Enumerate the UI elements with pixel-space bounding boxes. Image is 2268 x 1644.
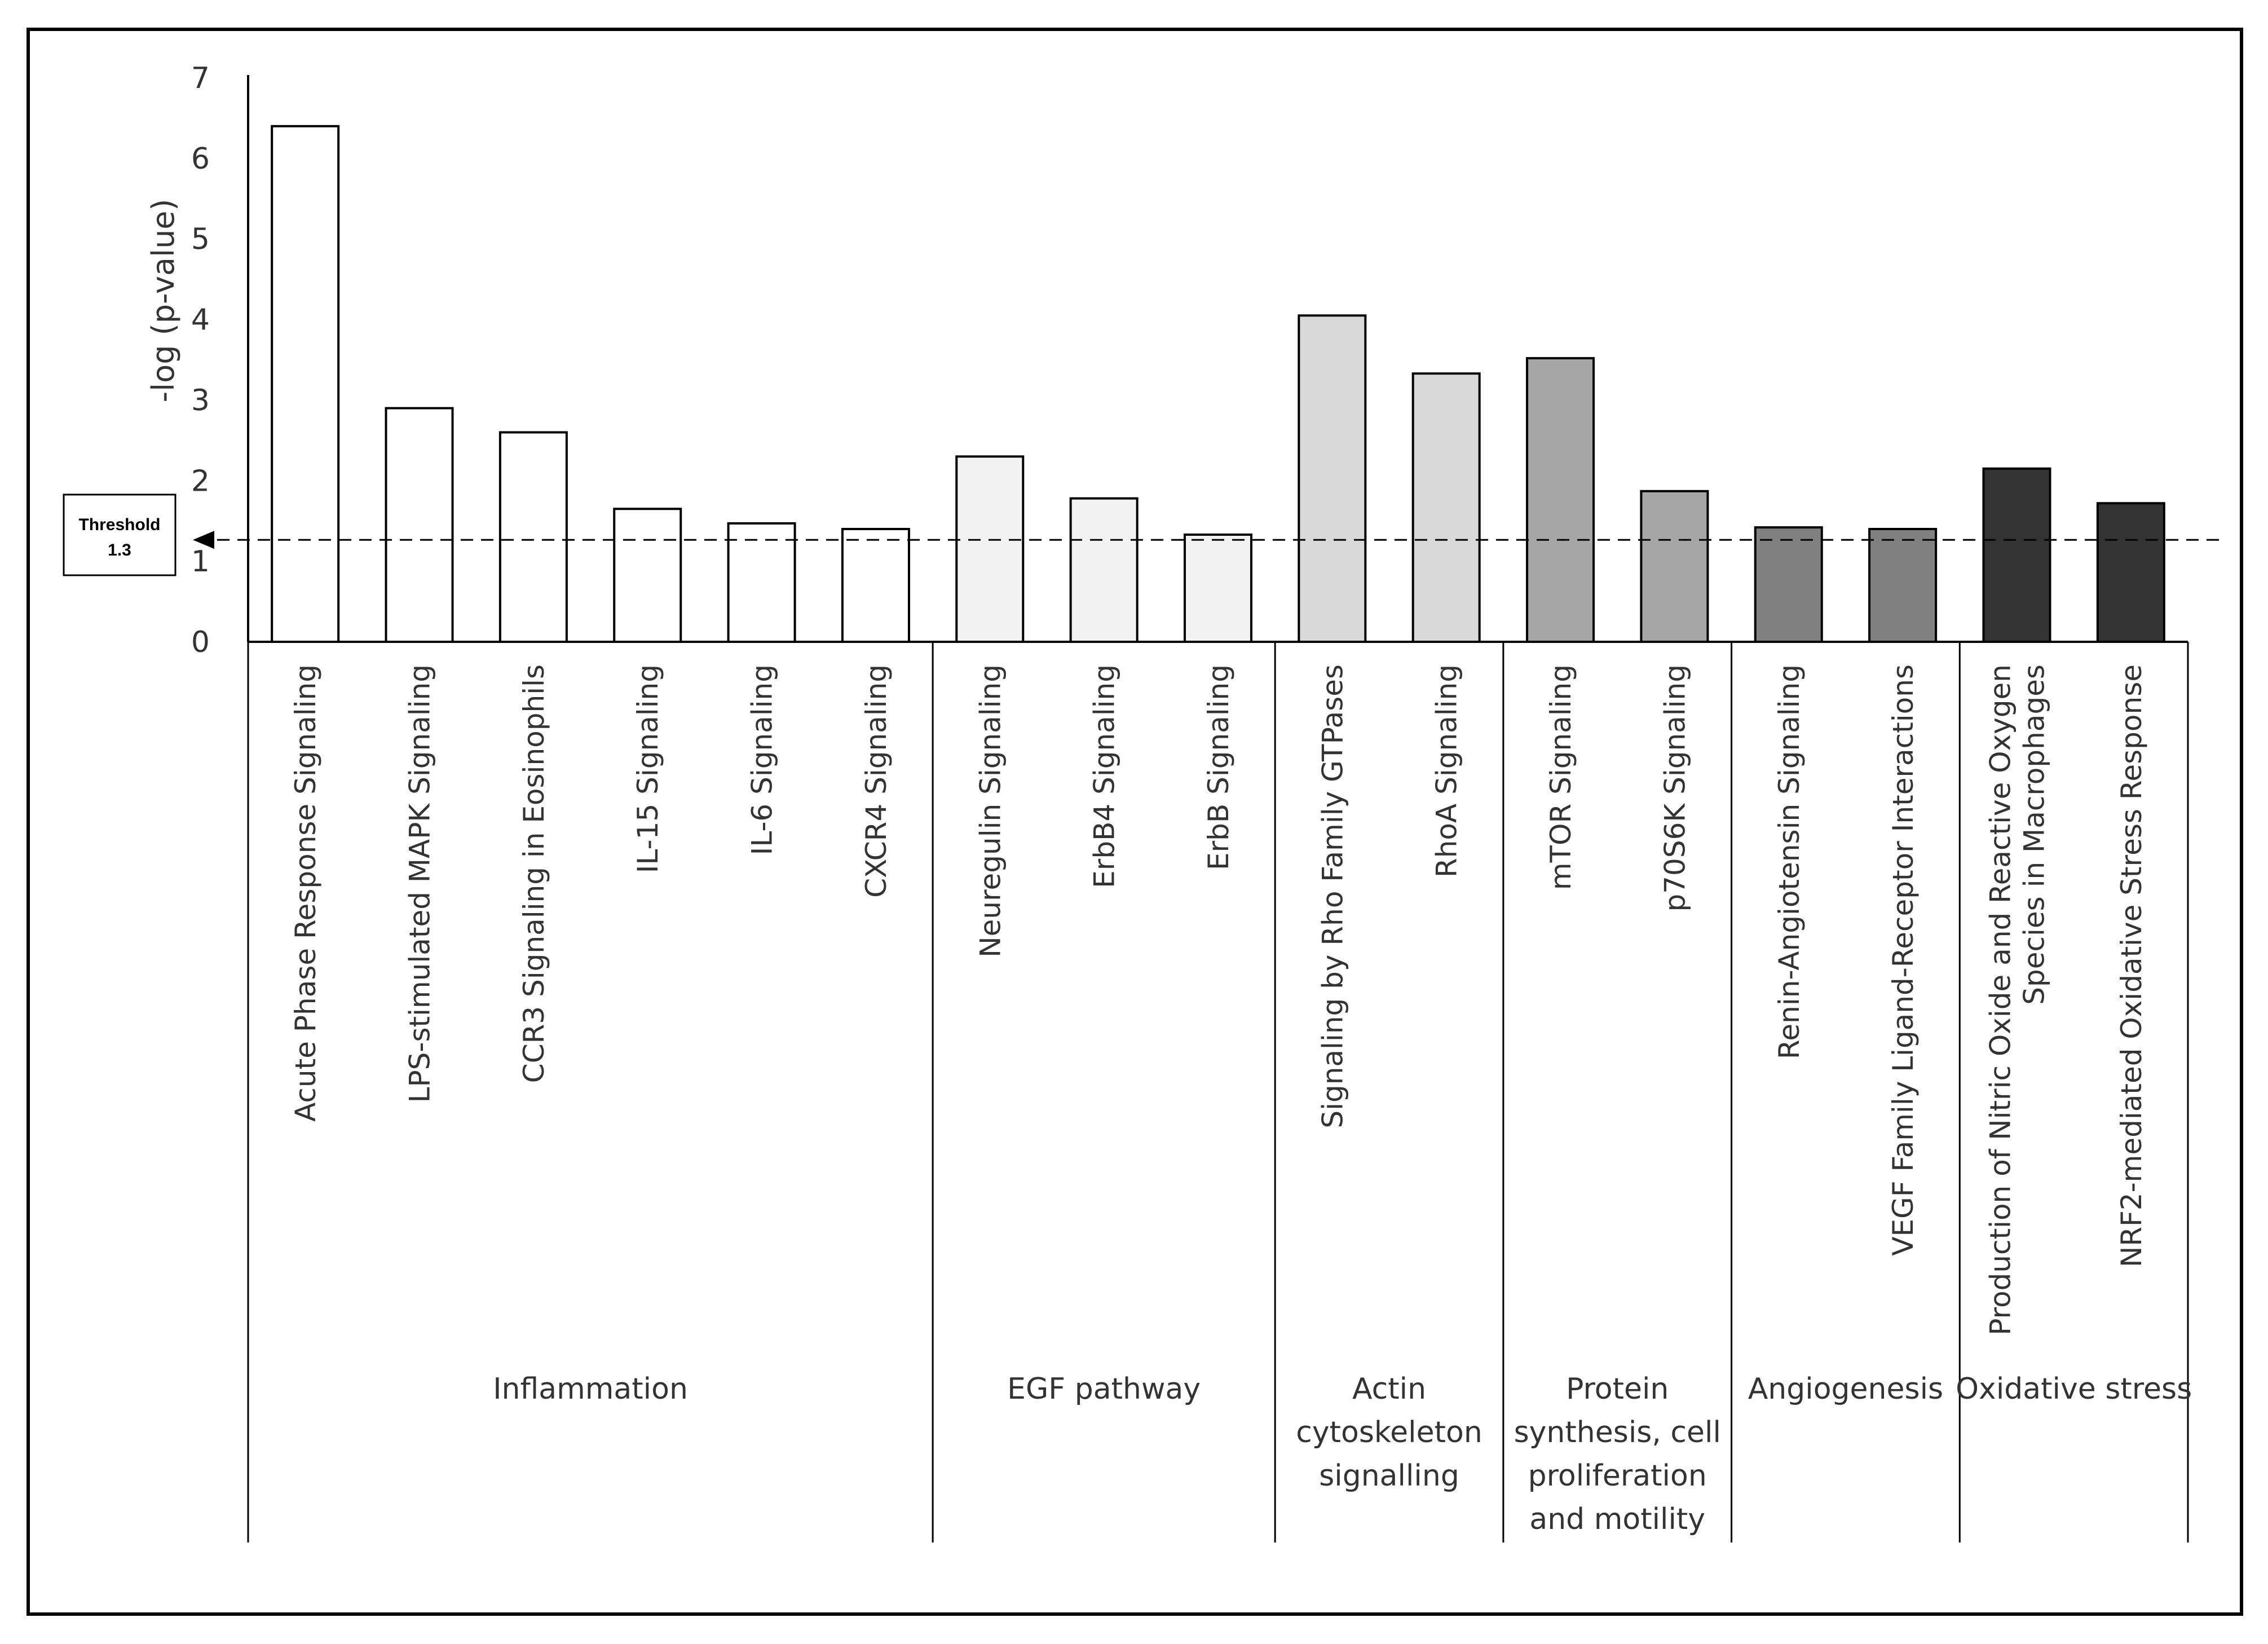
- group-label: Protein: [1566, 1372, 1669, 1406]
- category-label: Signaling by Rho Family GTPases: [1316, 664, 1349, 1129]
- threshold-box: [63, 493, 177, 576]
- category-label: LPS-stimulated MAPK Signaling: [404, 664, 436, 1103]
- y-tick-label: 3: [191, 384, 210, 417]
- category-label: mTOR Signaling: [1545, 664, 1577, 890]
- group-label: Angiogenesis: [1748, 1372, 1943, 1406]
- category-label: NRF2-mediated Oxidative Stress Response: [2115, 664, 2148, 1267]
- bar: [2096, 502, 2165, 643]
- axes: 0 1 2 3 4 5 6 7 -log (p-value): [145, 61, 2189, 1542]
- y-tick-label: 6: [191, 142, 210, 176]
- y-axis-title: -log (p-value): [145, 199, 181, 403]
- bar: [1754, 526, 1823, 644]
- category-label: Production of Nitric Oxide and Reactive …: [1984, 664, 2017, 1336]
- bar: [1982, 467, 2051, 643]
- group-label: signalling: [1319, 1459, 1459, 1493]
- y-tick-label: 0: [191, 625, 210, 659]
- threshold-marker: Threshold 1.3: [63, 493, 2225, 576]
- bar: [1184, 534, 1252, 643]
- category-label: Renin-Angiotensin Signaling: [1773, 664, 1806, 1059]
- category-label: Species in Macrophages: [2018, 664, 2050, 1005]
- bar: [613, 508, 682, 643]
- category-label: Acute Phase Response Signaling: [289, 664, 322, 1122]
- y-tick-label: 1: [191, 545, 210, 579]
- category-labels: Acute Phase Response Signaling LPS-stimul…: [289, 664, 2148, 1336]
- figure-frame: [27, 28, 2243, 1616]
- category-label: VEGF Family Ligand-Receptor Interactions: [1887, 664, 1920, 1256]
- y-tick-label: 7: [191, 61, 210, 95]
- group-label: Oxidative stress: [1956, 1372, 2192, 1406]
- bar: [1411, 372, 1481, 643]
- category-label: ErbB4 Signaling: [1088, 664, 1121, 888]
- category-label: p70S6K Signaling: [1658, 664, 1691, 912]
- bar: [955, 455, 1025, 644]
- bar: [385, 407, 454, 643]
- bar: [498, 431, 568, 643]
- group-label: Inflammation: [493, 1372, 688, 1406]
- bars: [271, 125, 2165, 644]
- bar: [271, 125, 340, 643]
- group-label: and motility: [1529, 1502, 1705, 1536]
- category-label: IL-15 Signaling: [632, 664, 664, 873]
- bar: [1069, 497, 1139, 644]
- threshold-arrow-icon: [193, 531, 214, 549]
- bar: [727, 522, 796, 643]
- category-label: ErbB Signaling: [1202, 664, 1235, 870]
- category-label: CCR3 Signaling in Eosinophils: [518, 664, 550, 1083]
- bar: [841, 528, 910, 643]
- category-label: Neuregulin Signaling: [974, 664, 1007, 958]
- group-label: cytoskeleton: [1296, 1416, 1482, 1449]
- category-label: CXCR4 Signaling: [860, 664, 893, 898]
- y-tick-label: 4: [191, 303, 210, 337]
- group-label: EGF pathway: [1007, 1372, 1201, 1406]
- bar: [1640, 490, 1709, 643]
- bar: [1526, 357, 1595, 644]
- group-label: proliferation: [1528, 1459, 1707, 1493]
- category-label: RhoA Signaling: [1431, 664, 1463, 878]
- bar: [1868, 528, 1938, 643]
- group-label: Actin: [1352, 1372, 1426, 1406]
- y-tick-label: 5: [191, 223, 210, 257]
- threshold-label: Threshold: [78, 515, 160, 534]
- y-tick-label: 2: [191, 464, 210, 498]
- category-label: IL-6 Signaling: [746, 664, 779, 855]
- group-labels: Inflammation EGF pathway Actin cytoskeleton…: [493, 1372, 2192, 1536]
- group-label: synthesis, cell: [1514, 1416, 1721, 1449]
- bar: [1298, 314, 1367, 643]
- threshold-value: 1.3: [108, 541, 131, 559]
